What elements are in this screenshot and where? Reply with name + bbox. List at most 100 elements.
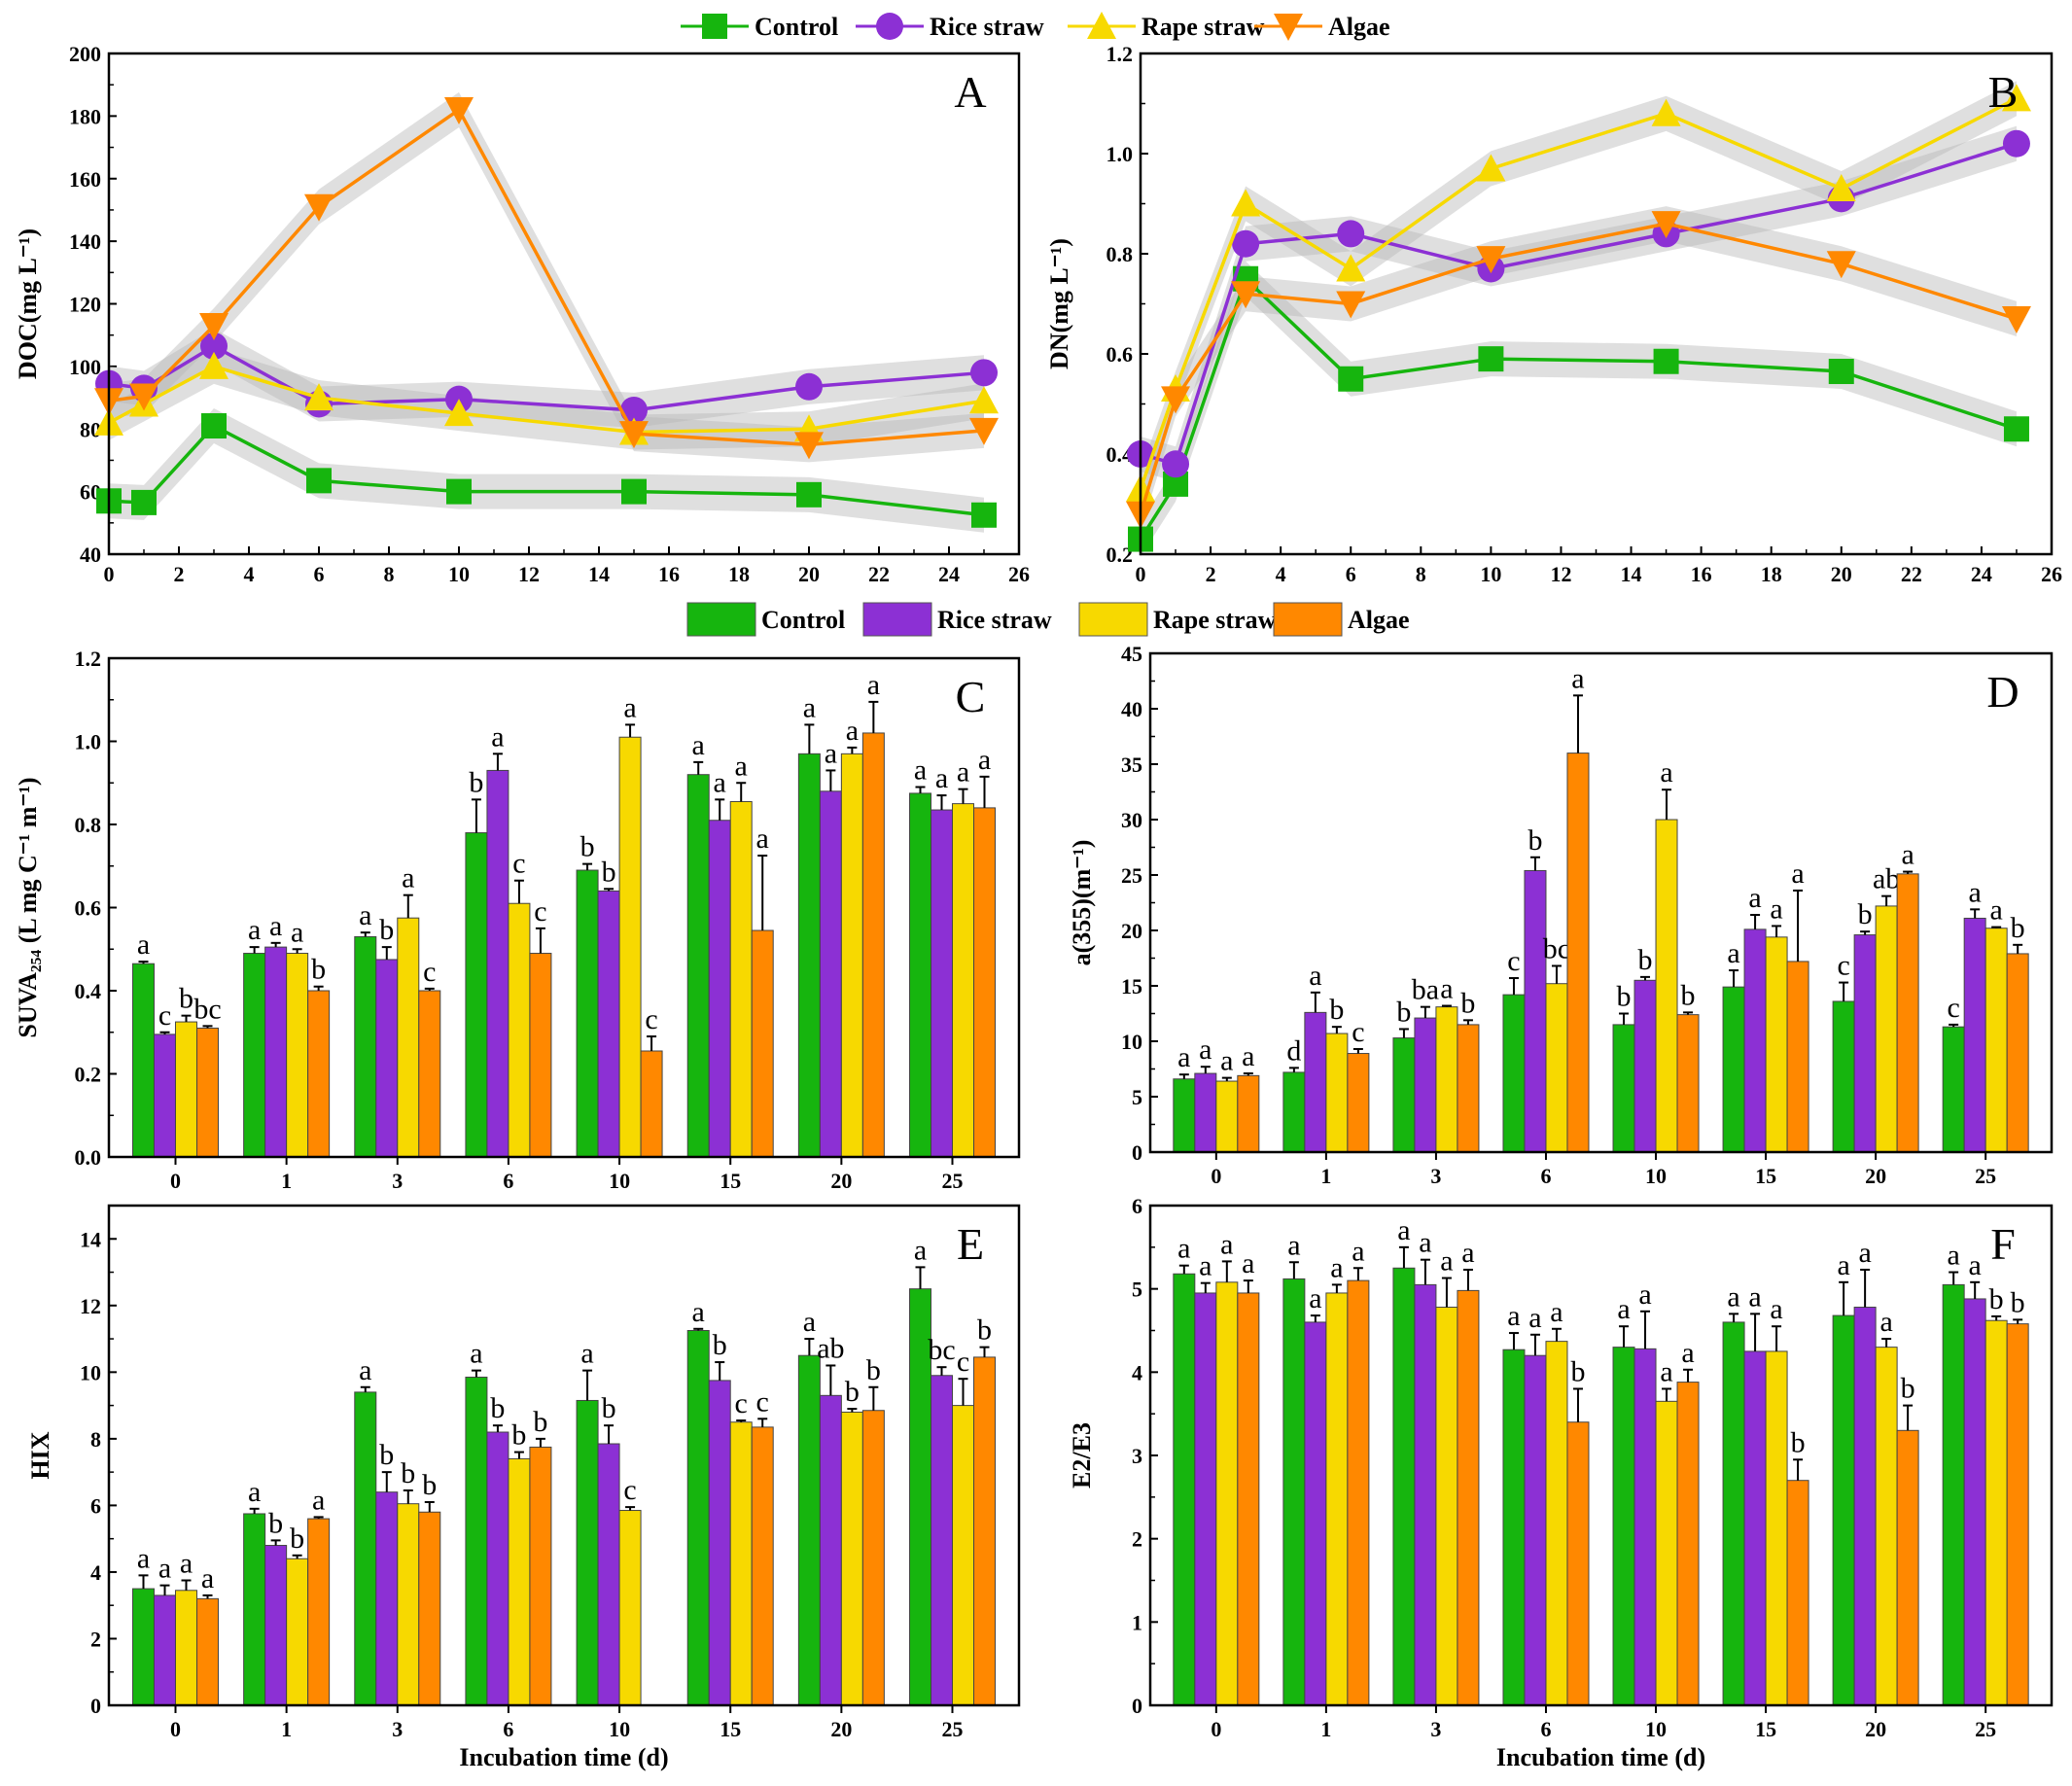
- bar: [1722, 986, 1745, 1153]
- data-point: [1476, 154, 1506, 182]
- data-point: [1826, 251, 1856, 279]
- significance-letter: a: [1638, 1278, 1651, 1311]
- series-line: [108, 364, 985, 435]
- bar: [1173, 1078, 1196, 1153]
- data-point: [1231, 189, 1261, 217]
- legend-mid-item: Rice straw: [862, 602, 1052, 637]
- y-tick-label: 120: [69, 293, 101, 317]
- significance-letter: b: [1791, 1426, 1806, 1458]
- bar: [418, 990, 441, 1158]
- y-tick-label: 0: [90, 1694, 101, 1718]
- legend-top-marker: [876, 13, 903, 40]
- y-tick-label: 15: [1121, 974, 1142, 998]
- bar: [131, 1588, 155, 1706]
- significance-letter: a: [735, 750, 748, 782]
- bar: [1676, 1382, 1700, 1706]
- bar: [1633, 979, 1657, 1153]
- bar: [508, 902, 531, 1158]
- x-tick-label: 1: [1320, 1164, 1331, 1188]
- significance-letter: d: [1286, 1034, 1301, 1067]
- legend-mid-swatch: [1078, 602, 1148, 637]
- plot-frame: [107, 656, 1021, 1159]
- data-point: [1336, 254, 1366, 282]
- bar: [1896, 1429, 1919, 1706]
- x-tick-label: 2: [1206, 562, 1216, 586]
- series-line: [108, 423, 985, 517]
- plot-frame: [1148, 651, 2054, 1154]
- x-tick-label: 6: [1540, 1164, 1551, 1188]
- legend-top-label: Rape straw: [1141, 13, 1265, 41]
- bar: [861, 732, 885, 1158]
- bar: [375, 959, 399, 1158]
- significance-letter: a: [137, 1542, 150, 1574]
- y-tick-label: 40: [1121, 697, 1142, 721]
- significance-letter: a: [846, 715, 859, 747]
- bar: [1942, 1026, 1965, 1153]
- significance-letter: b: [1570, 1355, 1585, 1387]
- bar: [1676, 1014, 1700, 1153]
- significance-letter: c: [423, 956, 436, 988]
- bar: [195, 1027, 219, 1158]
- significance-letter: c: [735, 1387, 748, 1419]
- significance-letter: b: [533, 1406, 547, 1438]
- significance-letter: a: [1330, 1251, 1343, 1283]
- bar: [1545, 1341, 1568, 1706]
- x-tick-label: 6: [1346, 562, 1356, 586]
- x-tick-label: 24: [1971, 562, 1992, 586]
- x-tick-label: 22: [868, 562, 890, 586]
- significance-letter: a: [867, 669, 880, 701]
- bar: [1786, 1480, 1809, 1706]
- y-tick-label: 1.0: [75, 730, 102, 754]
- significance-letter: a: [1461, 1237, 1474, 1269]
- significance-letter: a: [1287, 1229, 1300, 1261]
- data-point: [970, 359, 998, 387]
- significance-letter: b: [602, 1392, 616, 1424]
- bar: [1457, 1024, 1480, 1153]
- bar: [286, 953, 309, 1158]
- significance-letter: b: [422, 1469, 437, 1501]
- x-tick-label: 1: [1320, 1717, 1331, 1741]
- legend-mid-swatch: [686, 602, 756, 637]
- bar: [354, 1391, 377, 1706]
- bar: [1832, 1314, 1855, 1706]
- significance-letter: a: [1748, 1280, 1761, 1313]
- significance-letter: a: [158, 1553, 171, 1585]
- significance-letter: c: [534, 895, 546, 928]
- panel-letter: F: [1990, 1219, 2016, 1269]
- significance-letter: b: [1460, 987, 1475, 1019]
- significance-letter: b: [1989, 1283, 2004, 1315]
- data-point: [444, 96, 474, 124]
- bar: [797, 753, 821, 1158]
- bar: [1984, 1319, 2008, 1706]
- significance-letter: a: [291, 916, 303, 948]
- data-point: [306, 468, 332, 494]
- y-tick-label: 80: [80, 417, 101, 441]
- y-tick-label: 180: [69, 104, 101, 128]
- bar: [529, 1446, 552, 1706]
- legend-top-label: Rice straw: [930, 13, 1044, 41]
- significance-letter: ab: [1873, 863, 1900, 895]
- y-tick-label: 0.2: [75, 1063, 102, 1087]
- significance-letter: bc: [928, 1334, 955, 1366]
- bar: [1237, 1292, 1260, 1706]
- significance-letter: b: [845, 1376, 860, 1408]
- significance-letter: a: [1660, 756, 1672, 788]
- significance-letter: b: [1858, 898, 1873, 930]
- y-tick-label: 0.4: [75, 979, 102, 1003]
- y-tick-label: 2: [90, 1627, 101, 1651]
- y-axis-title: HIX: [26, 1431, 54, 1479]
- significance-letter: a: [1419, 1227, 1431, 1259]
- x-axis-title: Incubation time (d): [1496, 1743, 1705, 1771]
- data-point: [1476, 246, 1506, 274]
- bar: [465, 1376, 488, 1706]
- significance-letter: bc: [1543, 932, 1570, 964]
- significance-letter: a: [1177, 1233, 1190, 1265]
- bar: [264, 946, 288, 1158]
- data-point: [2001, 84, 2031, 112]
- x-tick-label: 10: [1645, 1164, 1667, 1188]
- y-tick-label: 8: [90, 1427, 101, 1452]
- significance-letter: a: [1309, 960, 1321, 992]
- bar: [861, 1410, 885, 1706]
- y-tick-label: 0.6: [75, 896, 102, 921]
